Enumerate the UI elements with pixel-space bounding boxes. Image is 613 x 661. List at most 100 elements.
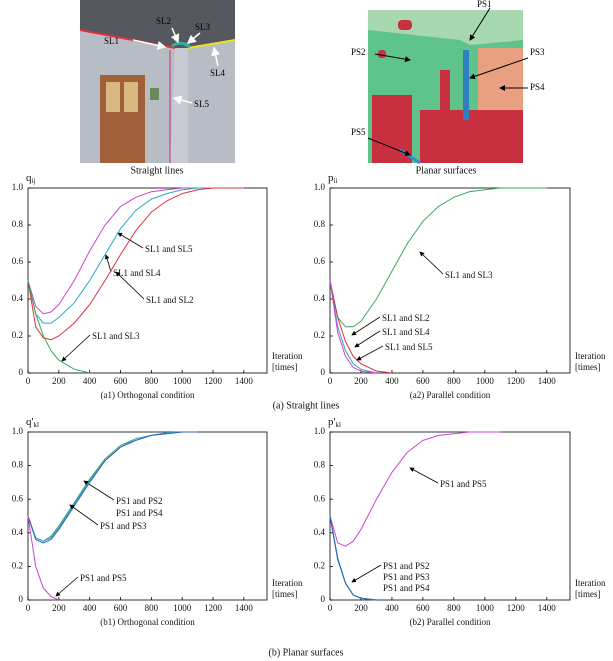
y-tick-label: 1.0 <box>12 426 24 436</box>
image-caption: Straight lines <box>130 165 183 176</box>
series-label: PS1 and PS4 <box>383 583 430 593</box>
y-axis-label: pii <box>328 172 337 185</box>
x-tick-label: 1200 <box>204 603 223 613</box>
x-tick-label: 0 <box>328 603 333 613</box>
series-label: SL1 and SL4 <box>382 327 430 337</box>
y-axis-label: qij <box>26 172 35 185</box>
image-label: SL4 <box>210 68 226 78</box>
y-tick-label: 0 <box>321 594 326 604</box>
label-arrow <box>420 252 443 274</box>
label-arrow <box>355 331 380 347</box>
x-tick-label: 200 <box>52 376 66 386</box>
y-axis-label-sub: ij <box>32 177 36 185</box>
label-arrow <box>352 565 381 582</box>
image-label: SL3 <box>195 22 211 32</box>
series-label: PS1 and PS2 <box>383 561 430 571</box>
label-arrow <box>62 335 90 361</box>
x-tick-label: 1000 <box>476 603 495 613</box>
x-axis-label: Iteration <box>575 351 606 361</box>
x-axis-label: Iteration <box>272 578 303 588</box>
y-tick-label: 0.2 <box>314 330 325 340</box>
label-arrow <box>410 468 438 483</box>
x-tick-label: 400 <box>83 376 97 386</box>
series-label: SL1 and SL2 <box>382 313 430 323</box>
y-tick-label: 0 <box>19 594 24 604</box>
series-label: PS1 and PS2 <box>116 496 163 506</box>
x-tick-label: 600 <box>416 376 430 386</box>
y-axis-label-sub: kl <box>33 421 39 429</box>
y-tick-label: 0.8 <box>12 219 24 229</box>
image-caption: Planar surfaces <box>416 165 477 176</box>
y-tick-label: 0.8 <box>314 219 326 229</box>
x-axis-label: Iteration <box>575 578 606 588</box>
series-label: PS1 and PS4 <box>116 508 163 518</box>
x-axis-label: [times] <box>575 589 601 599</box>
series-label: PS1 and PS5 <box>440 479 487 489</box>
label-arrow <box>56 577 78 596</box>
series-line <box>330 188 547 327</box>
y-tick-label: 0.4 <box>314 293 326 303</box>
series-label: PS1 and PS3 <box>383 572 430 582</box>
y-axis-label-sub: ii <box>334 177 338 185</box>
y-tick-label: 0.4 <box>12 527 24 537</box>
x-tick-label: 200 <box>354 603 368 613</box>
plot-frame <box>330 432 570 600</box>
image-label: PS5 <box>351 127 366 137</box>
y-tick-label: 0.4 <box>314 527 326 537</box>
x-tick-label: 400 <box>385 603 399 613</box>
segmentation-image: PS1 PS2 PS3 PS4 PS5 <box>351 0 545 163</box>
series-line <box>330 432 500 546</box>
y-tick-label: 0.8 <box>12 460 24 470</box>
page: SL1 SL2 SL3 SL4 SL5 Straight lines PS1 P… <box>0 0 613 661</box>
y-tick-label: 0 <box>19 367 24 377</box>
y-axis-label: q'kl <box>26 416 39 429</box>
x-tick-label: 1200 <box>507 603 526 613</box>
x-tick-label: 200 <box>52 603 66 613</box>
section-caption: (b) Planar surfaces <box>269 647 344 658</box>
x-axis-label: [times] <box>575 362 601 372</box>
image-label: SL1 <box>104 36 119 46</box>
image-label: SL5 <box>194 99 210 109</box>
x-tick-label: 1400 <box>235 603 254 613</box>
image-label: SL2 <box>156 16 171 26</box>
series-label: PS1 and PS5 <box>80 573 127 583</box>
label-arrow <box>106 255 111 272</box>
label-arrow <box>352 317 380 335</box>
y-axis-label-sub: kl <box>335 421 341 429</box>
image-label: PS1 <box>477 0 492 9</box>
y-tick-label: 0.8 <box>314 460 326 470</box>
x-tick-label: 200 <box>354 376 368 386</box>
y-axis-label-main: q' <box>26 416 34 428</box>
y-tick-label: 0.4 <box>12 293 24 303</box>
label-arrow <box>70 505 98 525</box>
x-tick-label: 1200 <box>507 376 526 386</box>
chart-caption: (b2) Parallel condition <box>410 617 491 627</box>
y-tick-label: 1.0 <box>12 182 24 192</box>
series-label: SL1 and SL5 <box>385 342 433 352</box>
y-tick-label: 0.6 <box>12 256 24 266</box>
chart-caption: (b1) Orthogonal condition <box>100 617 195 627</box>
x-tick-label: 0 <box>26 376 31 386</box>
x-tick-label: 0 <box>26 603 31 613</box>
x-tick-label: 600 <box>416 603 430 613</box>
series-label: SL1 and SL5 <box>145 244 193 254</box>
y-axis-label-main: p' <box>328 416 336 428</box>
series-line <box>330 516 377 600</box>
x-tick-label: 800 <box>447 603 461 613</box>
series-label: SL1 and SL3 <box>445 270 493 280</box>
series-label: SL1 and SL2 <box>146 295 194 305</box>
plot-frame <box>330 188 570 373</box>
y-tick-label: 0 <box>321 367 326 377</box>
label-arrow <box>118 233 143 248</box>
room-photo: SL1 SL2 SL3 SL4 SL5 <box>80 0 235 163</box>
x-tick-label: 1200 <box>204 376 223 386</box>
x-tick-label: 1400 <box>538 376 557 386</box>
x-tick-label: 1000 <box>476 376 495 386</box>
y-tick-label: 0.6 <box>12 493 24 503</box>
x-axis-label: [times] <box>272 589 298 599</box>
x-tick-label: 0 <box>328 376 333 386</box>
x-tick-label: 1000 <box>173 603 192 613</box>
series-label: PS1 and PS3 <box>100 521 147 531</box>
plot-frame <box>28 188 267 373</box>
y-tick-label: 0.2 <box>12 560 23 570</box>
